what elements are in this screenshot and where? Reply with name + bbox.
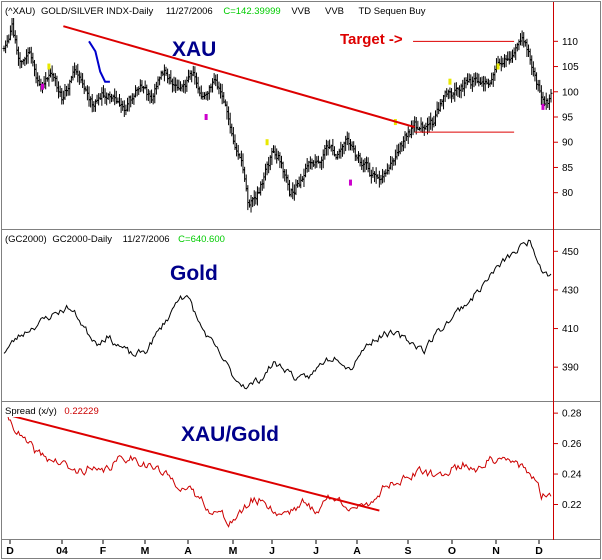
xau-trendline	[63, 25, 415, 129]
gold-header-bg	[3, 231, 248, 246]
x-tick-label: D	[6, 545, 14, 557]
y-tick-label: 390	[562, 363, 579, 374]
y-tick-label: 0.24	[562, 470, 582, 481]
y-tick-label: 85	[562, 163, 574, 174]
y-tick-label: 450	[562, 247, 579, 258]
xau-signal-marker	[541, 103, 545, 110]
x-tick-label: O	[448, 545, 456, 557]
gold-big-label: Gold	[170, 262, 218, 285]
x-tick-label: S	[404, 545, 411, 557]
gold-header: (GC2000) GC2000-Daily 11/27/2006 C=640.6…	[5, 234, 225, 245]
spread-header-bg	[3, 403, 118, 417]
x-tick-label: J	[313, 545, 319, 557]
xau-blue-curve	[88, 40, 110, 83]
spread-yaxis: 0.22 0.24 0.26 0.28	[553, 409, 582, 511]
gold-title: GC2000-Daily	[52, 234, 112, 245]
x-tick-label: M	[229, 545, 238, 557]
gold-value: C=640.600	[178, 234, 225, 245]
xau-header: (^XAU) GOLD/SILVER INDX-Daily 11/27/2006…	[5, 6, 426, 17]
spread-big-label: XAU/Gold	[181, 423, 279, 446]
xau-yaxis: 80 85 90 95 100 105 110	[553, 37, 579, 199]
xau-value: C=142.39999	[223, 6, 280, 17]
spread-trendline	[6, 413, 380, 512]
y-tick-label: 95	[562, 113, 574, 124]
date-axis: D 04 F M A M J J A S O N D	[6, 540, 543, 557]
spread-value: 0.22229	[64, 406, 98, 417]
xau-signal-marker	[265, 139, 269, 146]
y-tick-label: 0.22	[562, 500, 582, 511]
spread-label: Spread (x/y)	[5, 406, 57, 417]
xau-header-bg	[3, 3, 473, 18]
gold-panel: Gold 390 410 430 450 (GC2000) GC2000-Daily …	[3, 231, 579, 390]
spread-line	[3, 412, 552, 528]
y-tick-label: 80	[562, 188, 574, 199]
xau-signal-marker	[496, 63, 500, 70]
xau-signal: TD Sequen Buy	[358, 6, 425, 17]
xau-signal-marker	[204, 114, 208, 120]
x-tick-label: M	[141, 545, 150, 557]
xau-extra1: VVB	[291, 6, 310, 17]
x-tick-label: A	[353, 545, 361, 557]
y-tick-label: 100	[562, 87, 579, 98]
xau-title: GOLD/SILVER INDX-Daily	[41, 6, 154, 17]
spread-header: Spread (x/y) 0.22229	[5, 406, 99, 417]
xau-ticker: (^XAU)	[5, 6, 35, 17]
xau-big-label: XAU	[172, 38, 216, 61]
y-tick-label: 90	[562, 138, 574, 149]
y-tick-label: 0.28	[562, 409, 582, 420]
x-tick-label: J	[269, 545, 275, 557]
x-tick-label: 04	[56, 545, 68, 557]
x-tick-label: F	[100, 545, 107, 557]
y-tick-label: 410	[562, 324, 579, 335]
target-label: Target ->	[340, 31, 403, 48]
y-tick-label: 0.26	[562, 439, 582, 450]
xau-date: 11/27/2006	[166, 6, 213, 17]
y-tick-label: 110	[562, 37, 578, 48]
gold-date: 11/27/2006	[123, 234, 170, 245]
x-tick-label: D	[535, 545, 543, 557]
xau-bars	[2, 17, 553, 213]
y-tick-label: 430	[562, 285, 579, 296]
x-tick-label: A	[184, 545, 192, 557]
gold-line	[3, 239, 552, 390]
x-tick-label: N	[492, 545, 500, 557]
xau-signal-marker	[40, 83, 44, 90]
xau-extra2: VVB	[325, 6, 344, 17]
spread-panel: XAU/Gold 0.22 0.24 0.26 0.28 Spread (x/y) 0…	[3, 403, 582, 528]
xau-panel: Target -> XAU 80 85 90 95 100 105 110 (^XAU) G…	[2, 3, 579, 213]
xau-signal-marker	[47, 63, 51, 70]
xau-signal-marker	[348, 179, 352, 186]
gold-yaxis: 390 410 430 450	[553, 247, 579, 374]
gold-ticker: (GC2000)	[5, 234, 47, 245]
y-tick-label: 105	[562, 62, 579, 73]
xau-signal-marker	[448, 78, 452, 85]
